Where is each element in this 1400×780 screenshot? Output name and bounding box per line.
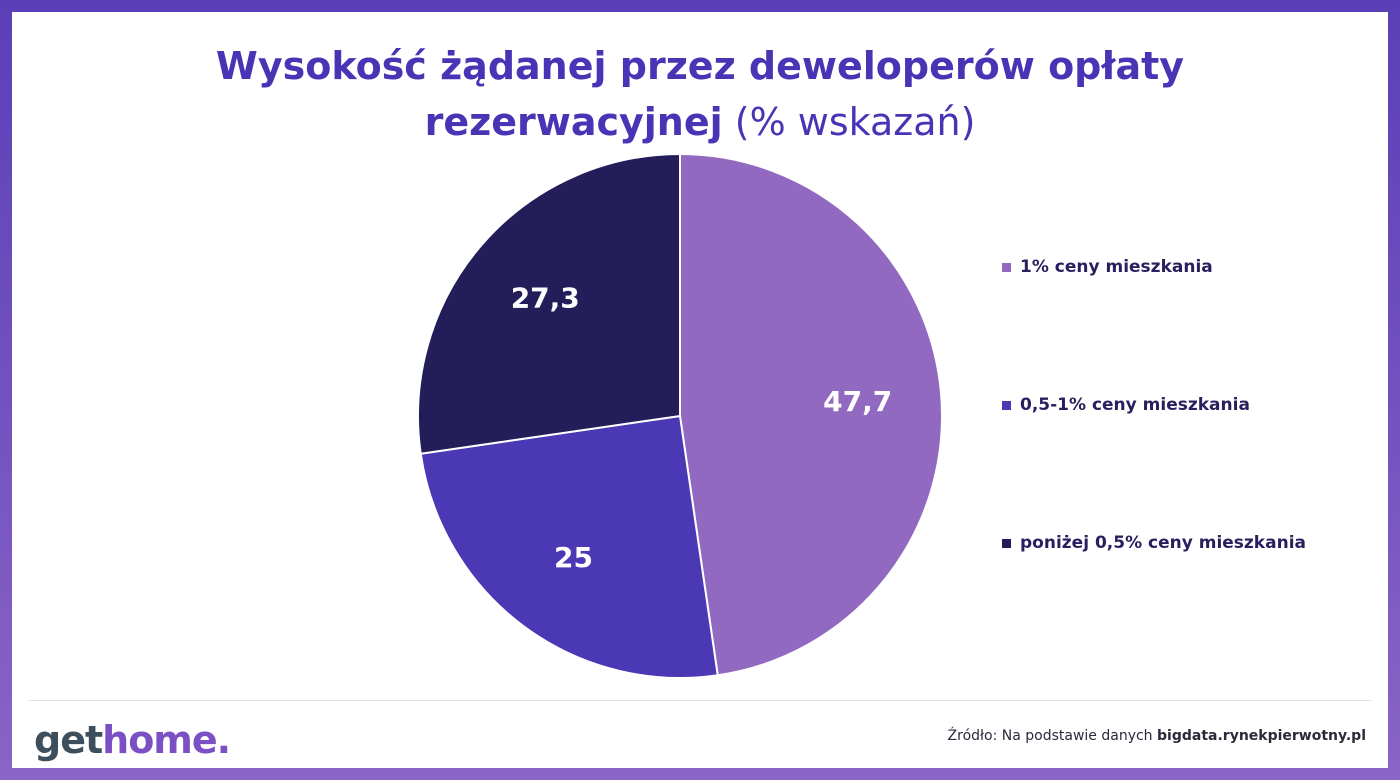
legend-item-1: 1% ceny mieszkania [1002,257,1213,277]
legend-label-1: 1% ceny mieszkania [1020,257,1213,277]
footer-divider [28,700,1372,701]
slice-label-1: 47,7 [823,385,892,418]
chart-title: Wysokość żądanej przez deweloperów opłat… [12,38,1388,150]
pie-slice-2 [419,414,719,679]
title-line-1: Wysokość żądanej przez deweloperów opłat… [215,44,1185,88]
source-domain: bigdata.rynekpierwotny.pl [1157,728,1366,744]
title-line-2-unit: (% wskazań) [734,100,976,144]
logo-get: get [34,718,103,762]
legend-swatch-3 [1002,538,1011,548]
pie-chart: 47,7 25 27,3 [417,152,943,679]
pie-slice-3 [417,152,681,455]
source-prefix: Źródło: Na podstawie danych [947,728,1153,744]
title-line-2: rezerwacyjnej (% wskazań) [12,94,1388,150]
slice-label-3: 27,3 [511,281,580,314]
pie-slice-1 [679,152,943,677]
legend-label-3: poniżej 0,5% ceny mieszkania [1020,533,1306,553]
title-line-2-bold: rezerwacyjnej [424,100,723,144]
chart-card: Wysokość żądanej przez deweloperów opłat… [12,12,1388,768]
legend-item-2: 0,5-1% ceny mieszkania [1002,395,1250,415]
legend-swatch-2 [1002,400,1011,410]
legend-item-3: poniżej 0,5% ceny mieszkania [1002,533,1306,553]
slice-label-2: 25 [554,541,593,574]
gethome-logo: gethome. [34,718,231,762]
source-note: Źródło: Na podstawie danych bigdata.ryne… [948,728,1366,744]
legend-label-2: 0,5-1% ceny mieszkania [1020,395,1250,415]
legend-swatch-1 [1002,262,1011,272]
logo-home: home. [102,718,231,762]
